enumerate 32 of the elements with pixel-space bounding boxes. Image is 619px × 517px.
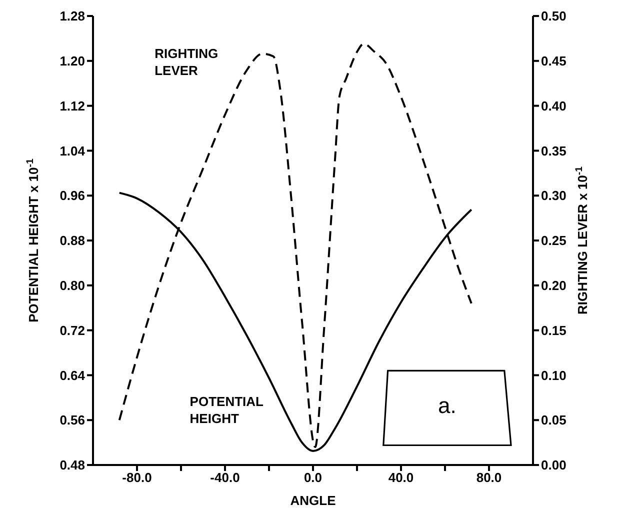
y2-tick-label: 0.40 — [541, 98, 566, 114]
y2-tick-label: 0.10 — [541, 368, 566, 383]
y2-tick-label: 0.00 — [541, 458, 566, 473]
y-tick-label: 0.88 — [60, 233, 85, 248]
y2-tick-label: 0.25 — [541, 233, 566, 248]
y-tick-label: 0.96 — [60, 188, 85, 204]
series-label: RIGHTING LEVER — [154, 46, 218, 78]
line-series — [118, 42, 472, 448]
y-tick-label: 0.64 — [60, 368, 86, 383]
y-tick-label: 0.56 — [60, 412, 85, 428]
x-tick-label: 40.0 — [388, 470, 414, 486]
x-tick-label: 80.0 — [476, 470, 502, 486]
y-tick-label: 1.28 — [60, 8, 85, 24]
y-tick-label: 0.48 — [60, 458, 85, 473]
y2-tick-label: 0.45 — [541, 54, 566, 69]
y-tick-label: 0.80 — [60, 278, 85, 294]
annotation: a. — [438, 392, 456, 418]
y2-tick-label: 0.30 — [541, 188, 566, 204]
y-tick-label: 1.20 — [60, 54, 85, 69]
x-tick-label: -40.0 — [210, 470, 240, 486]
y2-tick-label: 0.05 — [541, 412, 566, 428]
series-label: POTENTIAL HEIGHT — [190, 394, 264, 426]
y2-tick-label: 0.50 — [541, 8, 566, 24]
x-tick-label: -80.0 — [122, 470, 152, 486]
y2-tick-label: 0.15 — [541, 322, 566, 338]
x-tick-label: 0.0 — [304, 470, 322, 486]
y2-tick-label: 0.35 — [541, 143, 566, 158]
y-tick-label: 0.72 — [60, 322, 85, 338]
y-tick-label: 1.12 — [60, 98, 85, 114]
x-axis-title: ANGLE — [290, 493, 336, 508]
y2-tick-label: 0.20 — [541, 278, 566, 294]
y-tick-label: 1.04 — [60, 143, 86, 158]
